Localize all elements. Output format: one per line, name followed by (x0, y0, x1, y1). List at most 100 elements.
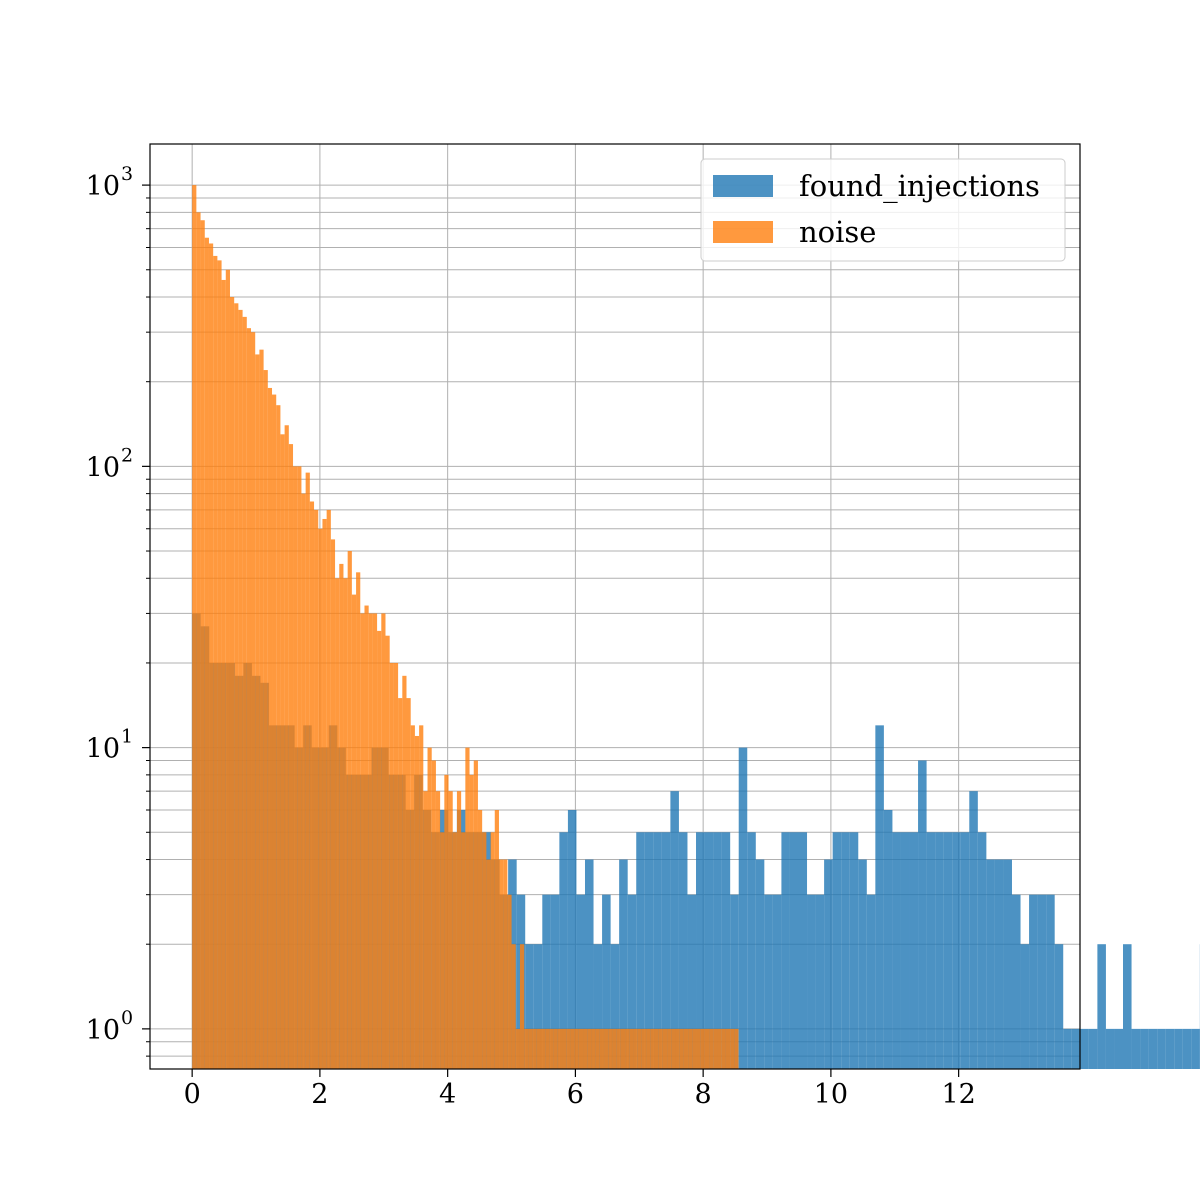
bar-found_injections-61 (713, 832, 722, 1069)
bar-found_injections-83 (900, 832, 910, 1069)
bar-found_injections-95 (1003, 859, 1012, 1069)
bar-found_injections-80 (875, 725, 884, 1069)
bar-noise-25 (297, 466, 302, 1069)
bar-noise-106 (637, 1028, 642, 1069)
bar-found_injections-113 (1157, 1028, 1166, 1069)
bar-noise-98 (604, 1028, 609, 1069)
bar-noise-100 (612, 1028, 617, 1069)
bar-noise-102 (620, 1028, 626, 1069)
bar-noise-6 (217, 260, 222, 1069)
bar-found_injections-87 (935, 832, 944, 1069)
bar-noise-65 (465, 747, 470, 1069)
bar-noise-18 (267, 387, 273, 1069)
bar-noise-122 (704, 1028, 710, 1069)
bar-noise-69 (482, 832, 487, 1069)
bar-noise-77 (515, 1028, 520, 1069)
bar-found_injections-68 (772, 894, 782, 1069)
bar-noise-83 (540, 1028, 546, 1069)
bar-noise-15 (255, 354, 260, 1070)
bar-noise-81 (532, 1028, 537, 1069)
bar-noise-72 (494, 810, 499, 1069)
bar-found_injections-89 (952, 832, 961, 1069)
bar-found_injections-67 (764, 894, 773, 1069)
bar-noise-107 (641, 1028, 647, 1069)
bar-found_injections-86 (926, 832, 936, 1069)
bar-noise-22 (284, 425, 289, 1069)
series-noise (192, 185, 739, 1070)
x-axis: 0 2 4 6 8 10 12 (184, 1069, 976, 1110)
bar-found_injections-79 (866, 894, 876, 1069)
bar-found_injections-84 (909, 832, 919, 1069)
y-tick-label: 10 (86, 452, 120, 483)
bar-found_injections-70 (789, 832, 799, 1069)
bar-noise-39 (356, 572, 361, 1069)
bar-noise-29 (314, 509, 319, 1070)
bar-found_injections-42 (550, 894, 560, 1069)
bar-found_injections-106 (1097, 944, 1106, 1069)
bar-noise-53 (414, 735, 420, 1069)
bar-noise-30 (318, 528, 323, 1069)
bar-noise-35 (339, 563, 344, 1069)
bar-noise-9 (229, 297, 235, 1070)
bar-found_injections-41 (542, 894, 551, 1069)
bar-noise-105 (633, 1028, 638, 1069)
bar-noise-61 (448, 791, 453, 1069)
bar-noise-28 (309, 501, 315, 1069)
bar-found_injections-90 (960, 832, 970, 1069)
bar-found_injections-116 (1182, 1028, 1192, 1069)
bar-found_injections-72 (807, 894, 816, 1069)
bar-noise-0 (192, 185, 197, 1069)
bar-noise-31 (322, 518, 327, 1069)
bar-noise-119 (692, 1028, 697, 1069)
bar-found_injections-88 (943, 832, 953, 1069)
y-tick-exponent: 3 (121, 163, 133, 185)
bar-noise-110 (654, 1028, 659, 1069)
bar-noise-7 (221, 279, 226, 1069)
bar-found_injections-56 (670, 791, 679, 1069)
bar-found_injections-75 (832, 832, 842, 1069)
bar-noise-73 (498, 859, 504, 1069)
legend-box (700, 158, 1066, 262)
bar-noise-115 (675, 1028, 680, 1069)
bar-noise-48 (393, 662, 399, 1069)
bar-noise-20 (276, 405, 281, 1069)
bar-noise-68 (477, 810, 483, 1069)
bar-noise-126 (721, 1028, 726, 1069)
bar-noise-58 (435, 791, 441, 1069)
bar-noise-104 (629, 1028, 634, 1069)
bar-found_injections-45 (576, 894, 585, 1069)
y-tick-exponent: 0 (121, 1007, 133, 1029)
bar-found_injections-110 (1131, 1028, 1141, 1069)
bar-found_injections-69 (781, 832, 790, 1069)
bar-noise-4 (208, 243, 214, 1070)
bar-noise-124 (713, 1028, 718, 1069)
bar-noise-34 (335, 578, 340, 1069)
bar-found_injections-92 (977, 832, 987, 1069)
bar-noise-120 (696, 1028, 701, 1069)
x-tick-label: 12 (941, 1079, 975, 1110)
bar-noise-101 (616, 1028, 621, 1069)
bar-noise-8 (225, 269, 230, 1070)
bar-noise-19 (272, 394, 277, 1069)
legend-swatch-noise (713, 221, 773, 243)
bar-found_injections-54 (653, 832, 662, 1069)
x-tick-label: 10 (814, 1079, 848, 1110)
bar-found_injections-64 (738, 747, 748, 1069)
bar-noise-97 (599, 1028, 605, 1069)
bar-found_injections-117 (1191, 1028, 1200, 1069)
bar-noise-117 (683, 1028, 689, 1069)
bar-noise-23 (288, 444, 294, 1070)
bar-noise-5 (213, 255, 218, 1069)
bar-found_injections-46 (584, 859, 594, 1069)
bar-found_injections-51 (627, 894, 637, 1069)
bar-noise-17 (263, 370, 268, 1069)
bar-noise-103 (625, 1028, 630, 1069)
bar-found_injections-59 (696, 832, 705, 1069)
bar-found_injections-85 (918, 760, 927, 1069)
bar-noise-109 (650, 1028, 655, 1069)
bar-found_injections-65 (747, 832, 756, 1069)
bar-noise-16 (259, 349, 264, 1070)
bar-found_injections-107 (1105, 1028, 1115, 1069)
